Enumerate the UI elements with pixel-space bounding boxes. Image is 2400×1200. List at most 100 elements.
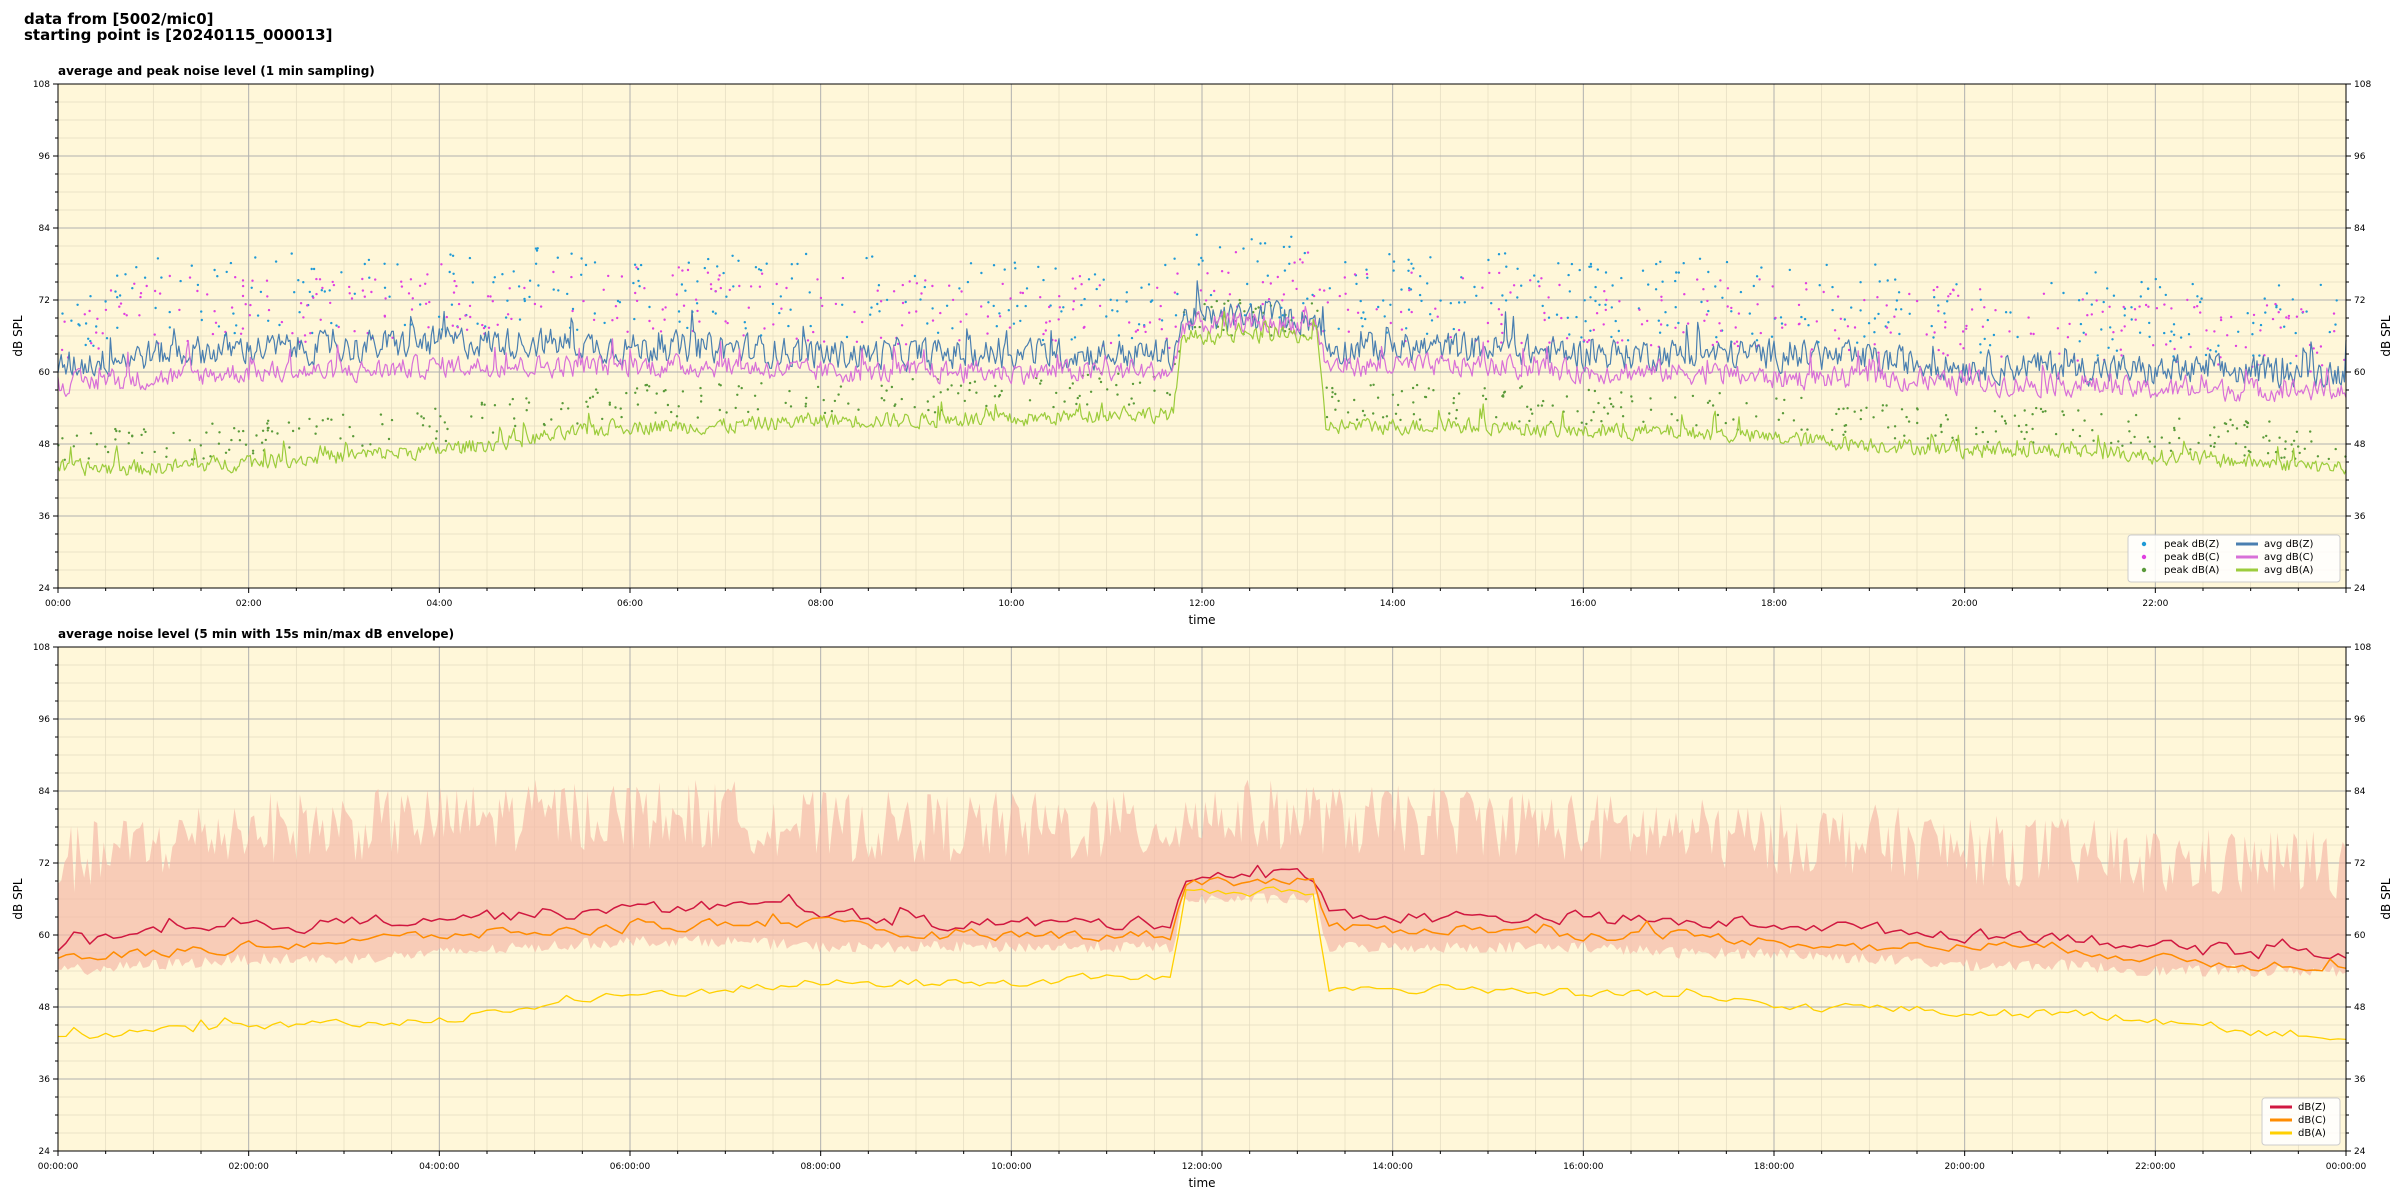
data-point [1519,386,1522,390]
y-axis-label: dB SPL [11,315,25,357]
data-point [202,457,205,460]
data-point [448,270,451,274]
data-point [2107,346,2110,349]
data-point [1894,308,1898,311]
data-point [1509,291,1512,294]
data-point [933,411,937,414]
data-point [1078,394,1081,398]
data-point [539,305,543,308]
data-point [452,291,456,294]
data-point [1946,300,1949,303]
x-tick-label: 06:00:00 [610,1162,651,1172]
data-point [315,292,318,296]
data-point [1649,397,1652,400]
data-point [1881,409,1884,412]
data-point [1344,292,1347,295]
data-point [1589,296,1592,299]
data-point [1873,343,1876,346]
data-point [1698,257,1702,260]
x-tick-label: 00:00:00 [38,1162,79,1172]
data-point [2279,326,2282,329]
data-point [985,404,988,408]
data-point [576,328,579,331]
data-point [1863,298,1866,302]
data-point [1537,280,1540,283]
data-point [330,418,333,421]
data-point [636,267,640,271]
data-point [487,326,491,329]
data-point [1457,301,1461,304]
data-point [1301,261,1304,264]
x-tick-label: 10:00:00 [991,1162,1032,1172]
data-point [267,426,270,430]
data-point [2133,435,2136,439]
data-point [1463,301,1467,304]
data-point [2077,299,2081,302]
data-point [508,403,512,406]
data-point [2016,335,2019,339]
x-tick-label: 12:00:00 [1182,1162,1223,1172]
data-point [1487,258,1490,262]
data-point [1488,271,1491,275]
data-point [2147,305,2150,308]
data-point [2039,407,2043,411]
data-point [1619,406,1623,409]
data-point [966,280,970,284]
data-point [270,430,274,433]
data-point [1660,295,1663,298]
data-point [290,252,293,255]
data-point [119,302,123,305]
data-point [428,425,431,428]
data-point [2309,430,2312,433]
data-point [678,320,681,323]
data-point [804,402,808,405]
data-point [323,290,326,293]
data-point [2193,306,2196,309]
data-point [2085,292,2089,295]
data-point [1933,296,1936,299]
data-point [1842,407,1845,410]
data-point [809,324,812,328]
data-point [1134,330,1138,333]
y-tick-label: 60 [39,368,51,378]
data-point [391,336,394,339]
data-point [1016,304,1019,308]
data-point [1484,397,1488,401]
data-point [869,313,872,316]
data-point [1604,303,1607,306]
data-point [1657,319,1661,322]
y-tick-label: 60 [2354,368,2366,378]
data-point [1220,270,1224,273]
data-point [154,306,157,310]
data-point [2268,420,2271,423]
data-point [2134,318,2137,321]
data-point [2076,359,2079,362]
data-point [153,289,157,293]
data-point [1937,348,1940,352]
data-point [1009,297,1012,300]
data-point [986,315,990,318]
data-point [1981,325,1985,328]
data-point [350,297,354,300]
data-point [1098,304,1102,308]
data-point [1675,271,1678,274]
data-point [1174,325,1177,328]
data-point [1128,321,1131,324]
x-tick-label: 20:00 [1952,599,1978,609]
data-point [2096,354,2099,357]
data-point [1831,285,1834,289]
data-point [1885,404,1888,407]
data-point [993,395,997,398]
data-point [1664,311,1667,314]
data-point [1343,276,1347,279]
envelope-band [58,779,2346,977]
data-point [963,399,966,403]
data-point [353,292,356,295]
y-tick-label: 24 [39,1147,51,1157]
data-point [1940,430,1943,434]
data-point [1994,430,1998,433]
y-tick-label: 96 [2354,715,2366,725]
data-point [381,423,384,426]
data-point [320,289,323,292]
